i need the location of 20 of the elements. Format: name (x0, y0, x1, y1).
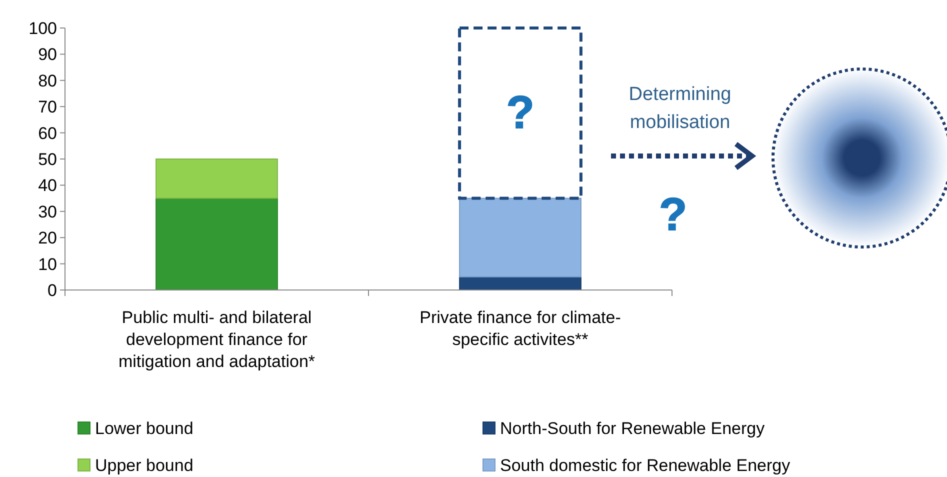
y-tick-label: 30 (38, 202, 57, 222)
y-tick-label: 70 (38, 98, 57, 117)
y-tick-label: 80 (38, 71, 57, 90)
legend-label: North-South for Renewable Energy (500, 418, 766, 438)
y-tick-label: 100 (28, 18, 57, 38)
legend-label: South domestic for Renewable Energy (500, 456, 791, 475)
annotation: Determining mobilisation (628, 84, 732, 133)
legend-label: Lower bound (95, 418, 194, 438)
annotation: ? (506, 86, 534, 138)
y-tick-label: 10 (38, 254, 57, 274)
y-tick-label: 0 (48, 280, 57, 300)
y-tick-label: 40 (38, 176, 57, 196)
annotation: ? (658, 188, 688, 240)
y-tick-label: 20 (38, 228, 57, 248)
y-tick-label: 90 (38, 45, 57, 64)
y-tick-label: 50 (38, 150, 57, 169)
y-tick-label: 60 (38, 124, 57, 143)
x-tick-label: Public multi- and bilateral development finance for mitigation and adaptation* (118, 308, 316, 371)
legend-label: Upper bound (95, 456, 194, 475)
x-tick-label: Private finance for climate-specific activites** (420, 308, 621, 349)
